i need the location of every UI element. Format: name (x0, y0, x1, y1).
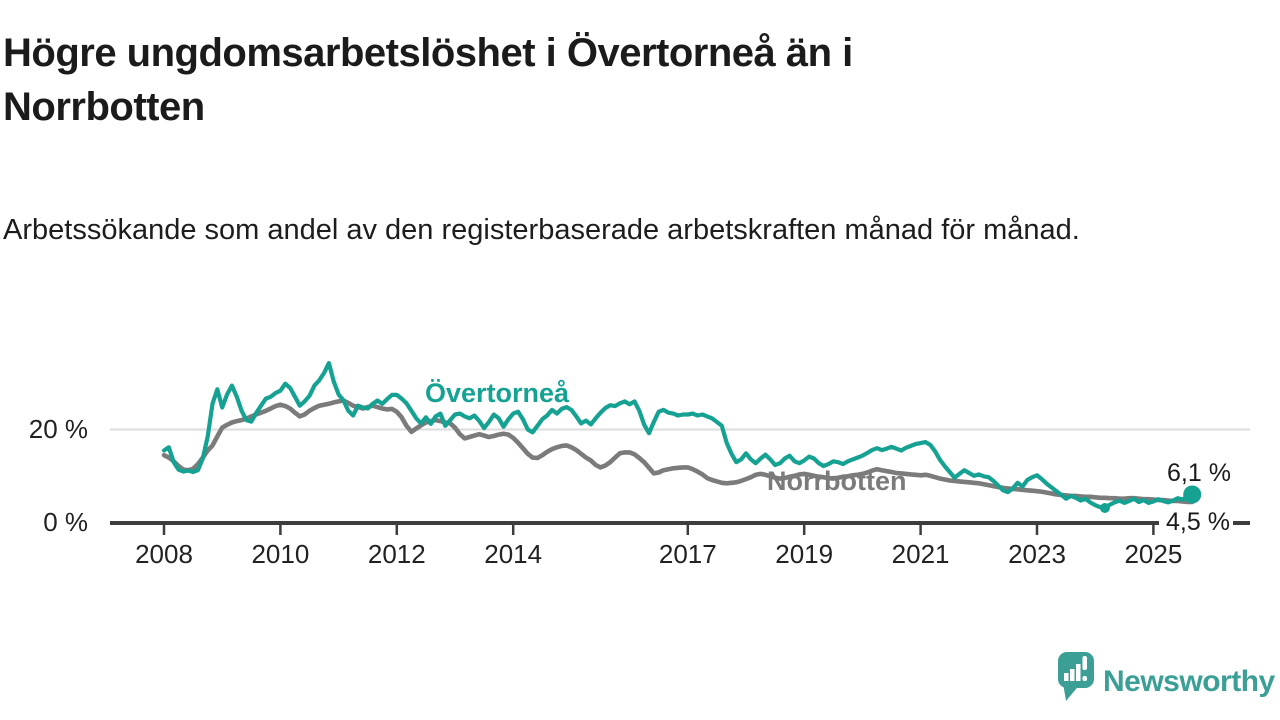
end-value-label-norrbotten: 4,5 % (1166, 508, 1230, 536)
x-tick-label: 2010 (251, 539, 309, 569)
x-tick-label: 2025 (1124, 539, 1182, 569)
x-tick-label: 2023 (1008, 539, 1066, 569)
line-overtornea (161, 361, 1195, 511)
data-point-markers (1099, 485, 1202, 513)
x-tick-label: 2012 (368, 539, 426, 569)
x-tick-label: 2021 (892, 539, 950, 569)
x-tick-label: 2017 (659, 539, 717, 569)
page-title: Högre ungdomsarbetslöshet i Övertorneå ä… (3, 31, 853, 129)
end-label-backdrop (1159, 506, 1233, 534)
x-axis-ticks: 2008 2010 2012 2014 2017 2019 2021 2023 2025 (135, 523, 1182, 569)
x-tick-label: 2014 (484, 539, 542, 569)
series-label-norrbotten: Norrbotten (767, 466, 906, 496)
newsworthy-logo-text: Newsworthy (1103, 665, 1276, 698)
x-tick-label: 2008 (135, 539, 193, 569)
newsworthy-logo: Newsworthy (1058, 652, 1276, 701)
marker-dot (1183, 485, 1202, 504)
chart-subtitle: Arbetssökande som andel av den registerb… (3, 214, 1080, 246)
x-tick-label: 2019 (775, 539, 833, 569)
series-label-overtornea: Övertorneå (425, 378, 570, 408)
newsworthy-speech-bubble-chart-icon (1058, 652, 1094, 701)
y-tick-label-0: 0 % (43, 507, 88, 537)
marker-dot (1099, 503, 1110, 513)
end-value-label-overtornea: 6,1 % (1167, 459, 1231, 487)
line-norrbotten (161, 398, 1195, 505)
y-tick-label-20: 20 % (29, 414, 88, 444)
